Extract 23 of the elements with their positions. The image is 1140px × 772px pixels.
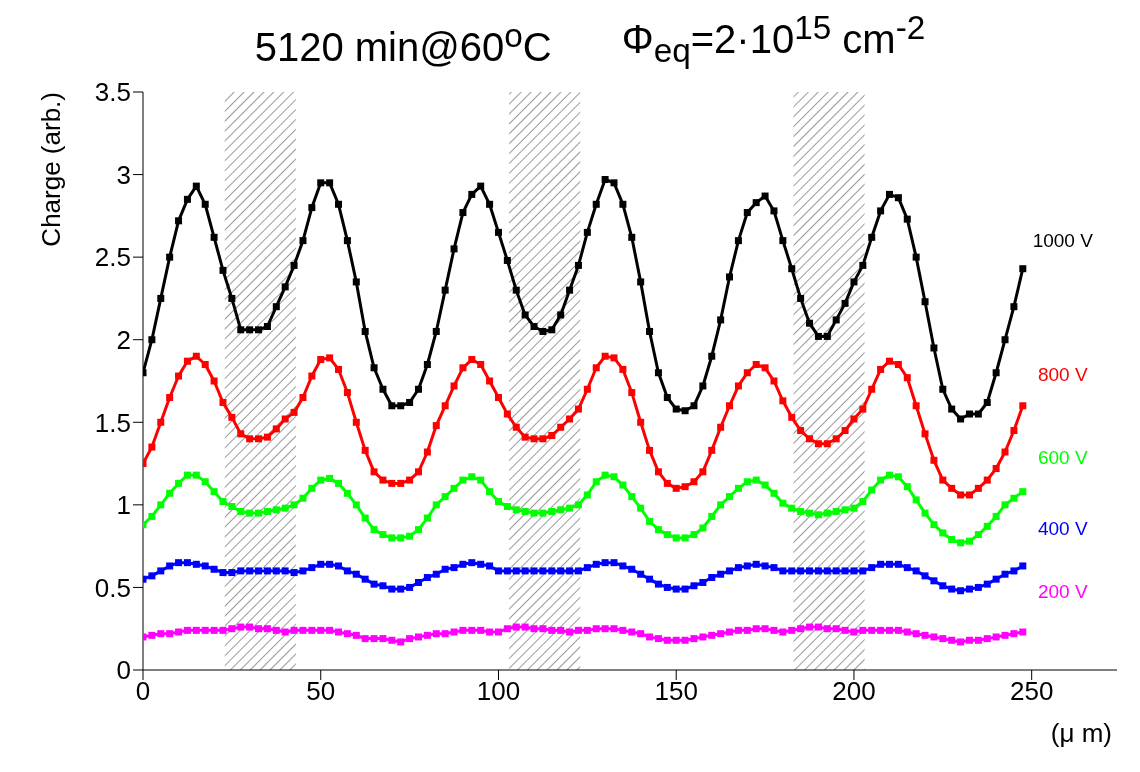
x-tick-label: 200 xyxy=(832,676,876,707)
y-tick-label: 2.5 xyxy=(94,242,131,273)
x-tick-label: 50 xyxy=(306,676,336,707)
y-tick-label: 3 xyxy=(116,159,131,190)
chart-title: 5120 min@60$^{o}$C xyxy=(254,16,552,70)
series-label: 800 V xyxy=(1037,363,1088,385)
chart-subtitle: Φ$_{eq}$=2·10$^{15}$ cm$^{-2}$ xyxy=(621,8,926,70)
x-tick-label: 150 xyxy=(654,676,698,707)
x-tick-label: 0 xyxy=(135,676,151,707)
x-tick-label: 100 xyxy=(476,676,521,707)
y-tick-label: 1 xyxy=(116,490,131,521)
series-label: 600 V xyxy=(1037,446,1088,468)
y-tick-label: 1.5 xyxy=(94,407,131,438)
y-tick-label: 0.5 xyxy=(94,572,131,603)
y-tick-label: 0 xyxy=(116,655,131,686)
series-label: 1000 V xyxy=(1032,229,1094,251)
x-axis-title: (μ m) xyxy=(1050,718,1112,748)
series-label: 400 V xyxy=(1037,517,1088,539)
y-tick-label: 2 xyxy=(116,324,131,355)
y-tick-label: 3.5 xyxy=(94,77,131,108)
series-label: 200 V xyxy=(1037,581,1088,603)
x-tick-label: 250 xyxy=(1009,676,1054,707)
y-axis-title: Charge (arb.) xyxy=(36,92,66,247)
